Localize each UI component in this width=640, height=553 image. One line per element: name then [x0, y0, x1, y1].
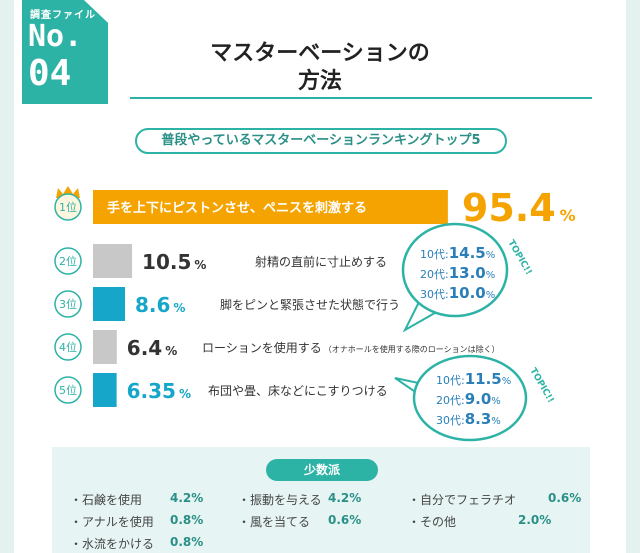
- minority-item: ・石鹸を使用 4.2%: [70, 491, 220, 508]
- title-line-2: 方法: [297, 69, 342, 94]
- rank-label: 3位: [59, 297, 77, 311]
- bar: [93, 244, 133, 278]
- bar: [93, 330, 117, 364]
- title-divider: [130, 97, 592, 99]
- minority-item-value: 0.8%: [170, 535, 204, 549]
- category-label: 脚をピンと緊張させた状態で行う: [220, 297, 400, 312]
- topic-bubble: [401, 222, 509, 318]
- minority-item-label: ・その他: [408, 515, 457, 529]
- rank-badge: [54, 333, 82, 361]
- topic-bubble: [412, 354, 528, 442]
- value-label: 95.4%: [462, 186, 576, 230]
- rank-badge: [54, 290, 82, 318]
- rank-badge: [54, 247, 82, 275]
- minority-item: ・アナルを使用 0.8%: [70, 513, 220, 530]
- value-label: 6.35%: [127, 379, 191, 403]
- bar: [93, 190, 448, 224]
- topic-line: 10代:11.5%: [436, 370, 511, 388]
- minority-item-label: ・石鹸を使用: [70, 493, 143, 507]
- topic-line: 10代:14.5%: [420, 244, 495, 262]
- category-label: ローションを使用する （オナホールを使用する際のローションは除く）: [202, 340, 500, 355]
- category-label: 布団や畳、床などにこすりつける: [208, 384, 388, 398]
- minority-title: 少数派: [266, 459, 378, 481]
- rank-badge: [54, 193, 82, 221]
- chart-subtitle: 普段やっているマスターベーションランキングトップ5: [135, 128, 507, 154]
- rank-badge: [54, 376, 82, 404]
- bar: [93, 373, 117, 407]
- minority-item-value: 0.8%: [170, 513, 204, 527]
- minority-panel: 少数派 ・石鹸を使用 4.2% ・振動を与える 4.2% ・自分でフェラチオ 0…: [52, 447, 590, 553]
- rank-label: 4位: [59, 340, 77, 354]
- minority-item: ・その他 2.0%: [408, 513, 588, 530]
- rank-label: 5位: [59, 383, 77, 397]
- minority-item-label: ・風を当てる: [238, 515, 311, 529]
- minority-item-value: 4.2%: [328, 491, 362, 505]
- category-label: 手を上下にピストンさせ、ペニスを刺激する: [107, 200, 367, 216]
- bar: [93, 287, 125, 321]
- topic-line: 20代:13.0%: [420, 264, 495, 282]
- topic-line: 30代:10.0%: [420, 284, 495, 302]
- minority-item-value: 0.6%: [548, 491, 582, 505]
- value-label: 10.5%: [142, 250, 206, 274]
- topic-tag: TOPIC!!: [505, 239, 533, 277]
- minority-item-label: ・振動を与える: [238, 493, 322, 507]
- minority-item: ・水流をかける 0.8%: [70, 535, 220, 552]
- minority-item-label: ・アナルを使用: [70, 515, 154, 529]
- minority-item-value: 0.6%: [328, 513, 362, 527]
- minority-item-label: ・水流をかける: [70, 537, 155, 551]
- topic-line: 30代:8.3%: [436, 410, 501, 428]
- topic-line: 20代:9.0%: [436, 390, 501, 408]
- minority-item: ・振動を与える 4.2%: [238, 491, 398, 508]
- page-title: マスターベーションの 方法: [200, 40, 440, 96]
- minority-item-value: 4.2%: [170, 491, 204, 505]
- minority-item-value: 2.0%: [518, 513, 552, 527]
- title-line-1: マスターベーションの: [210, 41, 430, 66]
- badge-number: 04: [28, 53, 72, 94]
- badge-kicker: 調査ファイル: [30, 10, 96, 21]
- rank-label: 2位: [59, 254, 77, 268]
- value-label: 8.6%: [135, 293, 185, 317]
- category-label: 射精の直前に寸止めする: [255, 254, 387, 269]
- minority-item: ・自分でフェラチオ 0.6%: [408, 491, 588, 508]
- rank-label: 1位: [59, 200, 77, 214]
- value-label: 6.4%: [127, 336, 177, 360]
- file-badge: 調査ファイル No. 04: [22, 0, 108, 104]
- badge-label: No.: [28, 19, 83, 54]
- minority-item: ・風を当てる 0.6%: [238, 513, 398, 530]
- topic-tag: TOPIC!!: [527, 367, 555, 405]
- minority-item-label: ・自分でフェラチオ: [408, 493, 517, 507]
